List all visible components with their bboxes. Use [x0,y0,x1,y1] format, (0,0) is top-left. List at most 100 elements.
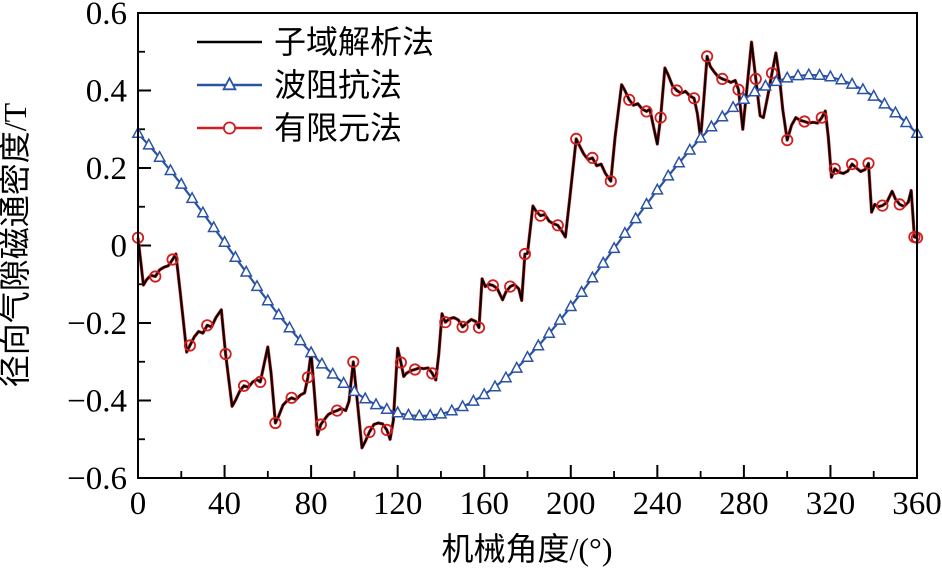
triangle-marker [575,285,589,297]
triangle-marker [878,96,891,109]
triangle-marker [499,370,513,383]
triangle-marker [272,307,286,320]
circle-marker [551,219,564,232]
circle-marker [640,105,653,118]
x-tick-label: 280 [719,486,769,522]
triangle-marker [358,391,372,404]
legend-item-fem: 有限元法 [197,110,402,146]
plot-frame [137,12,918,479]
circle-marker [570,132,583,145]
circle-marker [586,151,599,164]
circle-marker [330,404,344,417]
triangle-marker [196,205,210,218]
triangle-marker [261,293,275,306]
circle-marker [828,162,841,175]
triangle-marker [834,72,848,85]
circle-marker [314,418,327,431]
triangle-marker [629,211,643,224]
triangle-marker [510,360,524,373]
triangle-marker [618,226,632,239]
x-tick-label: 80 [295,486,328,522]
circle-marker [749,72,762,86]
series-line-subdomain-analytical [137,41,918,449]
triangle-marker [553,312,567,325]
triangle-marker [704,119,718,132]
triangle-marker [867,88,881,101]
triangle-marker [521,350,534,363]
circle-marker [781,134,794,147]
circle-marker [439,316,452,329]
x-axis-title: 机械角度/(°) [441,531,612,567]
circle-marker [670,84,683,97]
circle-marker [486,279,499,292]
triangle-marker [445,403,459,416]
triangle-marker [347,384,361,397]
circle-marker [876,199,889,212]
series-layer [131,40,924,450]
circle-marker [149,270,162,283]
triangle-marker [412,408,426,421]
circle-marker [623,93,636,106]
circle-marker [862,157,875,170]
y-tick-label: 0.4 [86,74,127,110]
triangle-marker [488,379,502,392]
y-tick-label: 0 [111,229,128,265]
y-axis-title: 径向气隙磁通密度/T [0,102,33,387]
triangle-marker [856,82,870,95]
triangle-marker [748,84,762,97]
circle-marker [893,198,906,211]
triangle-marker [661,168,675,181]
circle-marker [504,280,517,293]
x-tick-label: 320 [806,486,856,522]
circle-marker [687,92,701,105]
x-tick-label: 120 [373,486,423,522]
circle-marker-icon [222,121,236,135]
triangle-marker [769,74,783,87]
circle-marker [654,111,667,124]
circle-marker [815,111,828,124]
triangle-marker [142,137,156,150]
x-tick-label: 160 [459,486,509,522]
legend-label-wave-impedance: 波阻抗法 [274,67,402,103]
triangle-marker [434,406,448,419]
triangle-marker [802,67,816,80]
triangle-marker [283,320,296,333]
legend-item-subdomain-analytical: 子域解析法 [197,24,434,60]
triangle-marker [174,176,188,189]
triangle-marker [391,405,405,418]
x-tick-label: 240 [633,486,683,522]
circle-marker [183,339,196,352]
triangle-marker [607,241,621,254]
circle-marker [363,425,376,438]
legend-label-fem: 有限元法 [274,110,402,146]
triangle-marker [293,333,307,346]
y-tick-label: −0.2 [67,306,127,342]
triangle-marker [369,397,383,410]
circle-marker [765,67,779,80]
axis-ticks-layer: 0 40 80 120 160 200 240 280 320 360 0.6 0.4 0.2 0 −0.2… [67,0,942,522]
circle-marker [518,247,532,261]
triangle-marker [531,338,545,351]
triangle-marker [737,92,751,104]
legend: 子域解析法 波阻抗法 有限元法 [197,24,434,146]
triangle-marker [304,345,318,358]
circle-marker [301,371,314,384]
y-tick-label: 0.6 [86,0,127,32]
triangle-marker [402,407,415,420]
triangle-marker [596,255,610,268]
triangle-marker [759,78,772,91]
circle-marker [534,209,547,222]
x-tick-label: 0 [130,486,147,522]
circle-marker [347,355,360,368]
triangle-marker [456,399,470,412]
triangle-marker [726,100,740,113]
triangle-marker [823,69,837,82]
legend-label-subdomain-analytical: 子域解析法 [274,24,434,60]
y-tick-label: −0.4 [67,384,127,420]
x-tick-label: 40 [208,486,241,522]
triangle-marker [542,326,556,339]
triangle-marker [315,356,329,369]
triangle-marker [423,408,437,421]
x-tick-label: 200 [546,486,596,522]
